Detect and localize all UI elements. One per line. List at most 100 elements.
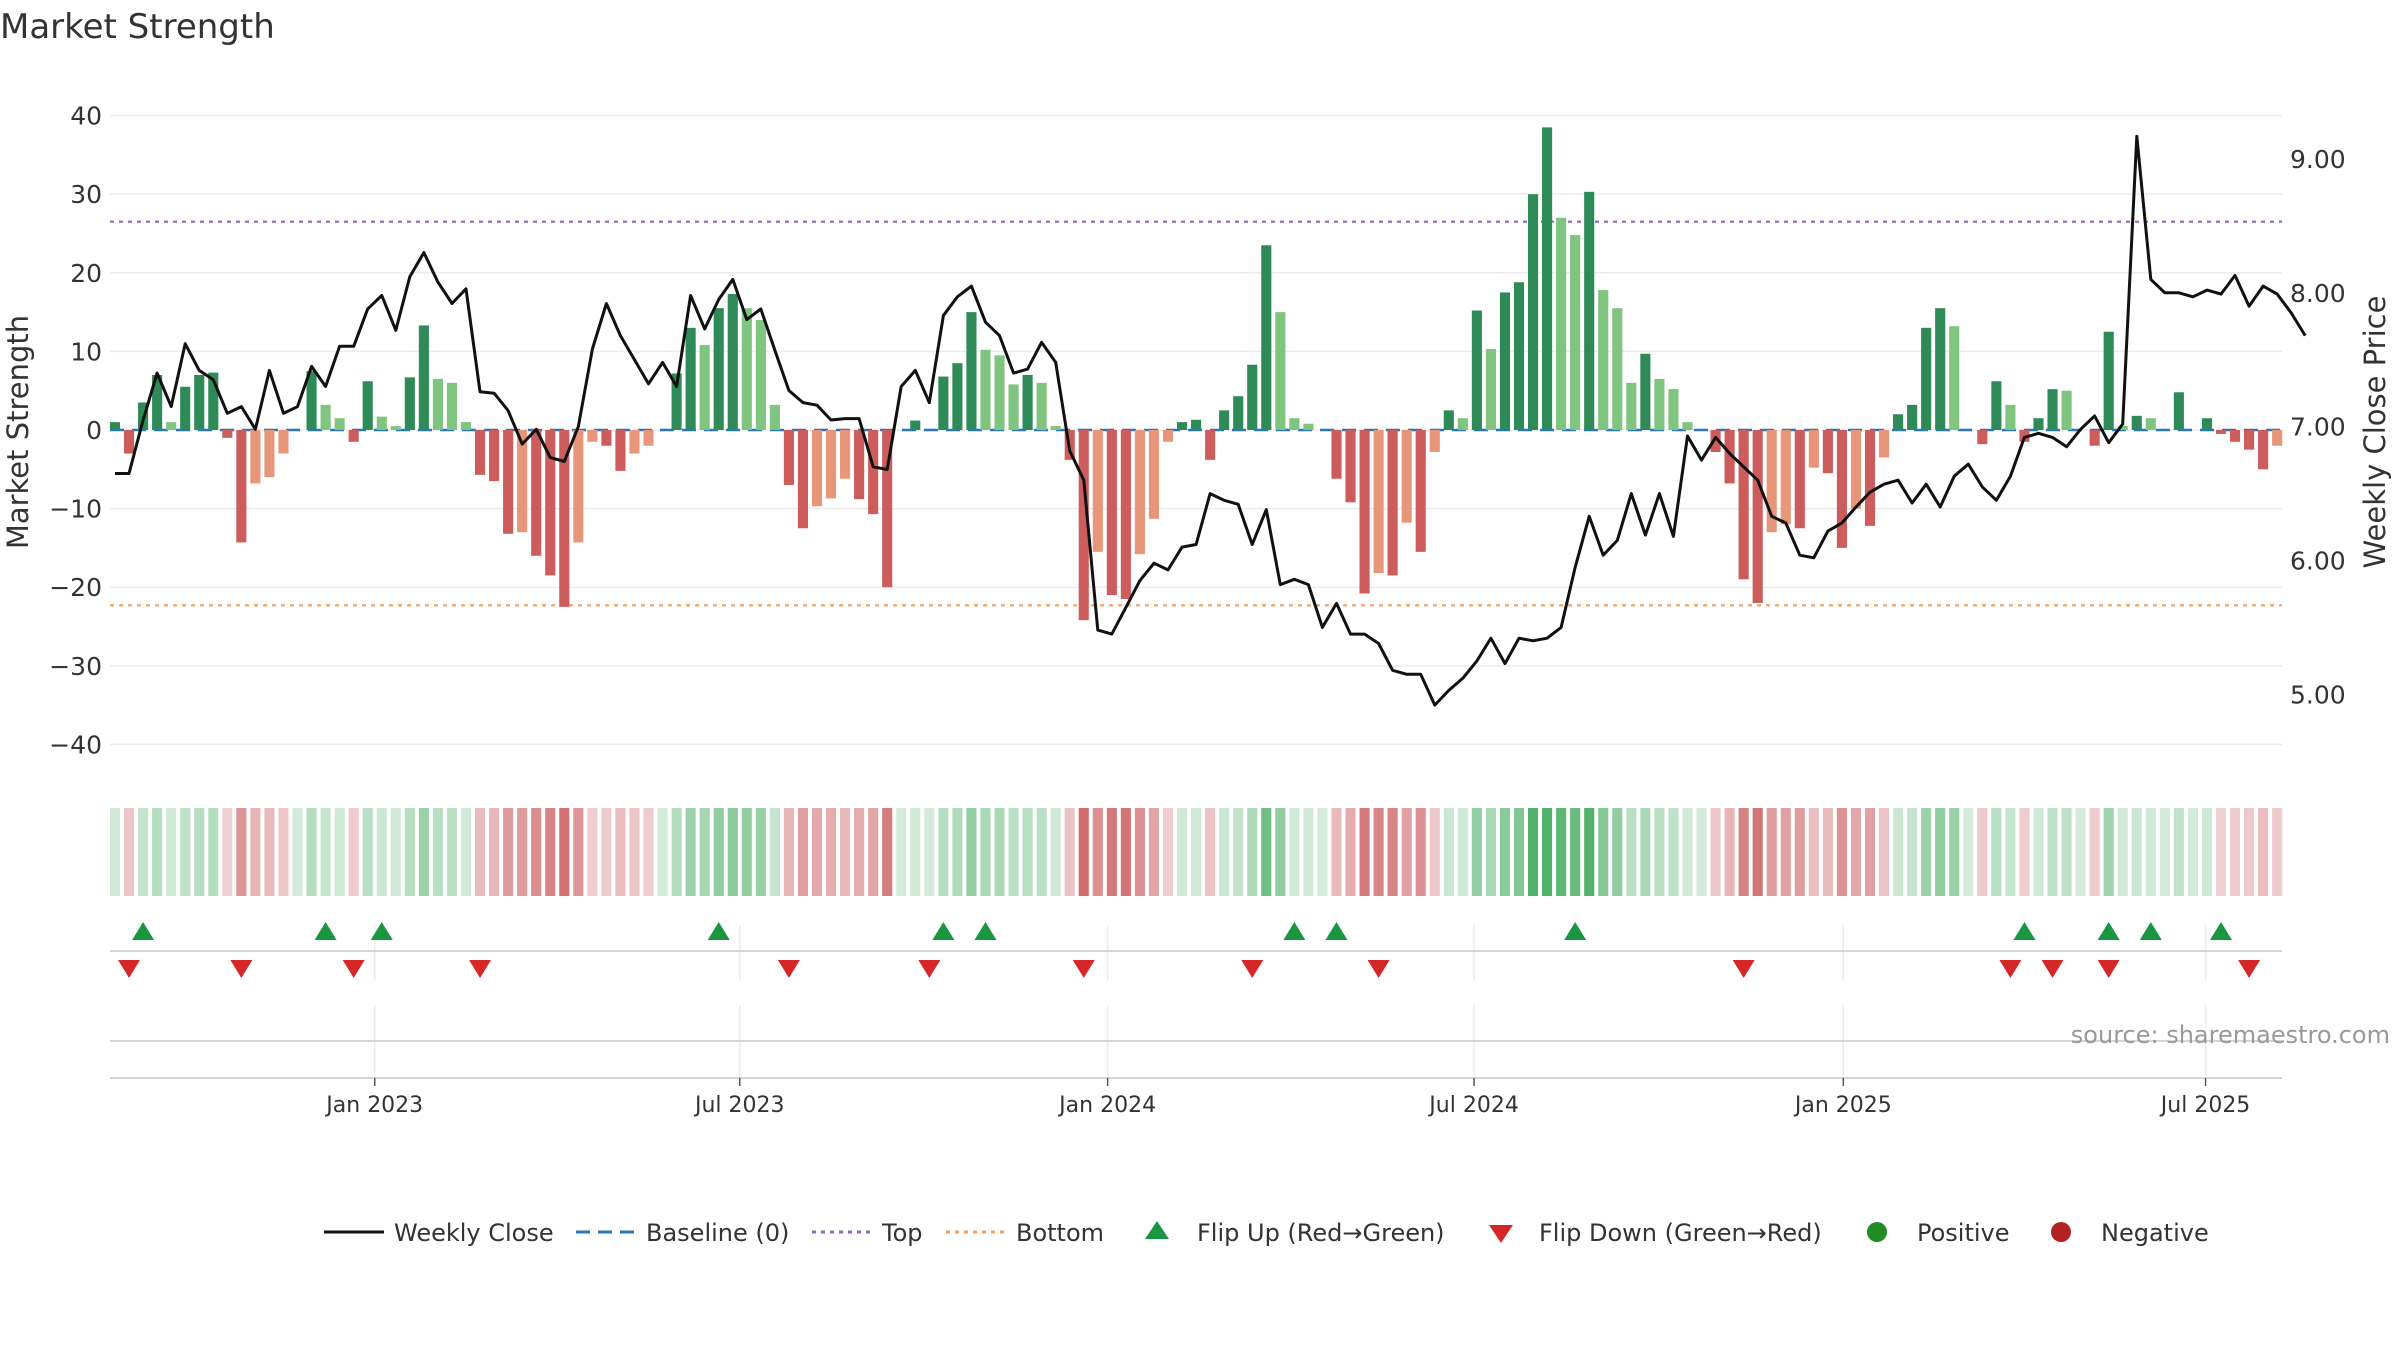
heat-cell — [1359, 808, 1370, 896]
strength-bar — [797, 430, 809, 529]
heat-cell — [924, 808, 935, 896]
heat-cell — [1963, 808, 1974, 896]
heat-cell — [1598, 808, 1609, 896]
strength-bar — [236, 430, 247, 543]
gridlines — [110, 114, 2282, 1078]
strength-bar — [376, 416, 387, 430]
flip-markers — [110, 922, 2282, 1042]
heat-cell — [811, 808, 823, 896]
heat-cell — [1176, 808, 1188, 896]
heat-cell — [194, 808, 205, 896]
heat-cell — [432, 808, 443, 896]
heat-cell — [966, 808, 977, 896]
flip-down-marker — [1241, 960, 1264, 978]
heat-cell — [629, 808, 640, 896]
y2-tick-label: 5.00 — [2290, 680, 2346, 709]
strength-bar — [222, 430, 233, 438]
strength-bar — [1373, 430, 1384, 574]
heat-cell — [1780, 808, 1791, 896]
heat-cell — [1429, 808, 1440, 896]
strength-bar — [1247, 364, 1258, 430]
strength-bar — [825, 430, 837, 499]
strength-bar — [432, 378, 443, 430]
heat-cell — [1036, 808, 1047, 896]
heat-cell — [657, 808, 668, 896]
heat-cell — [896, 808, 907, 896]
y2-tick-label: 8.00 — [2290, 279, 2346, 308]
heat-cell — [1120, 808, 1131, 896]
y-tick-label: −40 — [49, 730, 102, 759]
heat-cell — [1893, 808, 1904, 896]
heat-cell — [1415, 808, 1426, 896]
strength-bar — [1556, 217, 1567, 430]
strength-bar — [503, 430, 514, 534]
strength-bar — [194, 374, 205, 430]
heat-cell — [1205, 808, 1216, 896]
strength-bar — [489, 430, 500, 482]
strength-bar — [713, 308, 724, 430]
heat-cell — [755, 808, 766, 896]
flip-up-marker — [1325, 922, 1348, 940]
legend: Weekly Close Baseline (0) Top Bottom Fli… — [324, 1219, 2209, 1247]
strength-bar — [1289, 418, 1300, 430]
strength-bar — [2258, 430, 2269, 470]
axes: 40 30 20 10 0 −10 −20 −30 −40 9.00 8.00 7.00 6.00 5.0… — [49, 102, 2345, 1118]
strength-bar — [390, 426, 401, 430]
y2-tick-label: 9.00 — [2290, 145, 2346, 174]
flip-down-marker — [2097, 960, 2120, 978]
heat-cell — [250, 808, 261, 896]
legend-label-bottom: Bottom — [1016, 1219, 1104, 1247]
heat-cell — [1738, 808, 1749, 896]
flip-up-marker — [370, 922, 393, 940]
heat-cell — [166, 808, 177, 896]
heat-cell — [727, 808, 738, 896]
strength-bar — [348, 430, 359, 442]
strength-bar — [741, 308, 752, 430]
strength-bar — [2244, 430, 2255, 450]
heat-cell — [980, 808, 991, 896]
heat-cell — [236, 808, 247, 896]
strength-bar — [1977, 430, 1988, 445]
strength-bar — [1219, 410, 1230, 430]
heat-cell — [1317, 808, 1328, 896]
strength-bar — [601, 430, 612, 446]
strength-bar — [2117, 426, 2128, 430]
strength-bar — [545, 430, 556, 576]
heat-cell — [615, 808, 626, 896]
strength-bar — [938, 376, 949, 430]
strength-bar — [1780, 430, 1791, 525]
strength-bar — [1766, 430, 1777, 533]
strength-bar — [531, 430, 542, 556]
heat-cell — [2159, 808, 2170, 896]
strength-bar — [320, 404, 331, 430]
strength-bar — [769, 404, 780, 430]
strength-bar — [180, 386, 191, 430]
strength-bar — [109, 422, 121, 430]
strength-bar — [1050, 426, 1061, 430]
y-tick-label: 0 — [86, 416, 102, 445]
heat-cell — [1935, 808, 1946, 896]
strength-bar — [685, 327, 696, 430]
strength-bar — [1907, 404, 1918, 430]
flip-down-marker — [230, 960, 253, 978]
flip-up-marker — [2210, 922, 2232, 940]
heat-cell — [2145, 808, 2156, 896]
strength-bar — [208, 372, 219, 430]
heat-cell — [1907, 808, 1918, 896]
strength-bar — [517, 430, 528, 533]
heat-cell — [1289, 808, 1300, 896]
legend-label-positive: Positive — [1917, 1219, 2010, 1247]
heat-cell — [1850, 808, 1862, 896]
strength-bar — [1233, 396, 1244, 430]
heat-cell — [1303, 808, 1314, 896]
strength-bar — [418, 325, 429, 430]
heat-cell — [404, 808, 415, 896]
strength-bar — [2201, 418, 2213, 430]
strength-bar — [573, 430, 584, 543]
heat-cell — [2033, 808, 2044, 896]
strength-bar — [306, 371, 317, 430]
flip-down-marker — [2041, 960, 2064, 978]
heat-cell — [2005, 808, 2016, 896]
flip-down-marker — [918, 960, 941, 978]
